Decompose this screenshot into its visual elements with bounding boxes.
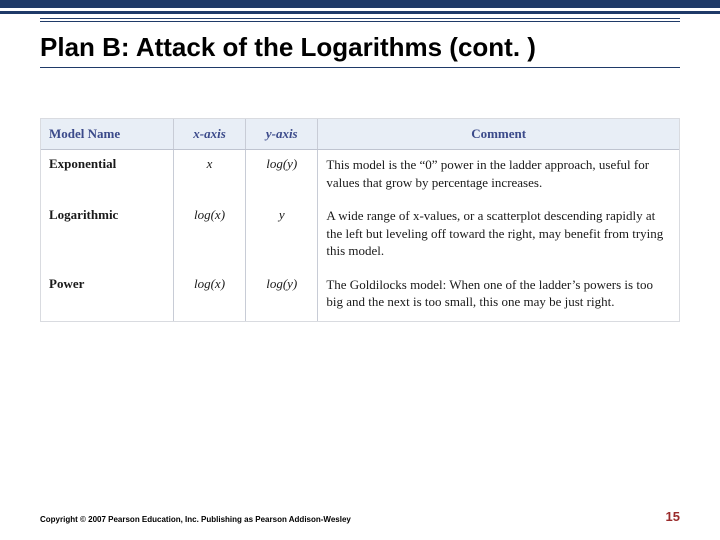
col-comment: Comment	[318, 119, 679, 150]
table-row: Power log(x) log(y) The Goldilocks model…	[41, 270, 679, 321]
cell-model: Logarithmic	[41, 201, 173, 270]
cell-yaxis: log(y)	[246, 150, 318, 202]
table-row: Logarithmic log(x) y A wide range of x-v…	[41, 201, 679, 270]
top-accent-bar	[0, 0, 720, 14]
footer: Copyright © 2007 Pearson Education, Inc.…	[40, 509, 680, 524]
copyright-text: Copyright © 2007 Pearson Education, Inc.…	[40, 515, 351, 524]
col-yaxis: y-axis	[246, 119, 318, 150]
model-table: Model Name x-axis y-axis Comment Exponen…	[40, 118, 680, 322]
col-model-name: Model Name	[41, 119, 173, 150]
cell-xaxis: log(x)	[173, 270, 245, 321]
cell-xaxis: log(x)	[173, 201, 245, 270]
table-row: Exponential x log(y) This model is the “…	[41, 150, 679, 202]
cell-comment: A wide range of x-values, or a scatterpl…	[318, 201, 679, 270]
col-xaxis: x-axis	[173, 119, 245, 150]
cell-xaxis: x	[173, 150, 245, 202]
slide-title: Plan B: Attack of the Logarithms (cont. …	[40, 32, 680, 63]
cell-model: Exponential	[41, 150, 173, 202]
cell-model: Power	[41, 270, 173, 321]
top-double-rule	[40, 18, 680, 22]
cell-comment: The Goldilocks model: When one of the la…	[318, 270, 679, 321]
page-number: 15	[666, 509, 680, 524]
cell-yaxis: y	[246, 201, 318, 270]
title-underline	[40, 67, 680, 68]
cell-comment: This model is the “0” power in the ladde…	[318, 150, 679, 202]
table-header-row: Model Name x-axis y-axis Comment	[41, 119, 679, 150]
cell-yaxis: log(y)	[246, 270, 318, 321]
